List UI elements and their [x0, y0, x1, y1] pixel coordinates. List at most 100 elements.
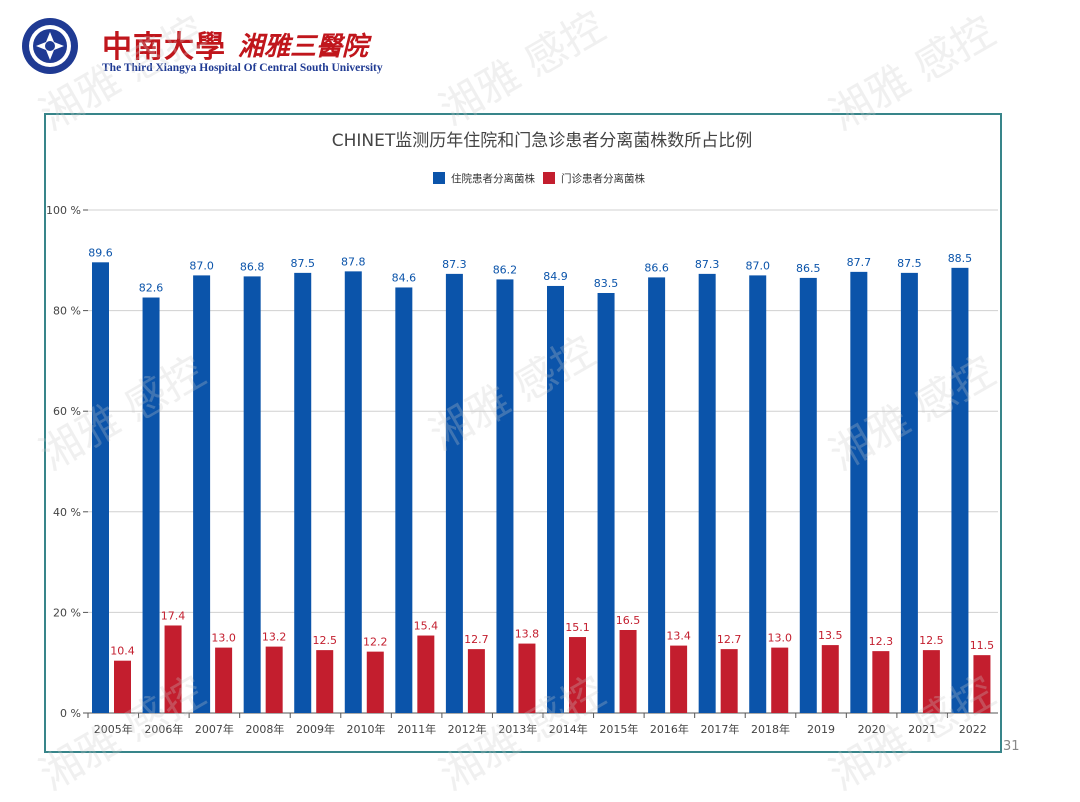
- data-label: 10.4: [110, 645, 135, 658]
- x-tick-label: 2011年: [397, 722, 436, 736]
- legend-label: 门诊患者分离菌株: [561, 172, 645, 185]
- bar: [597, 292, 615, 713]
- x-tick-label: 2008年: [245, 722, 284, 736]
- x-tick-label: 2019: [807, 723, 835, 736]
- y-tick-label: 100 %: [46, 204, 81, 217]
- brand-name-cn: 中南大學: [102, 30, 226, 65]
- bar: [799, 277, 817, 713]
- bar: [720, 649, 738, 713]
- bar: [164, 625, 182, 713]
- data-label: 12.7: [464, 633, 489, 646]
- x-tick-label: 2014年: [549, 722, 588, 736]
- hospital-header: 中南大學 湘雅三醫院 The Third Xiangya Hospital Of…: [20, 10, 540, 80]
- x-tick-label: 2006年: [144, 722, 183, 736]
- bar: [951, 267, 969, 713]
- bar: [92, 262, 109, 713]
- data-label: 13.8: [515, 628, 540, 641]
- bar: [193, 275, 211, 713]
- data-label: 12.7: [717, 633, 742, 646]
- data-label: 13.4: [666, 630, 691, 643]
- bar: [900, 272, 918, 713]
- x-tick-label: 2009年: [296, 722, 335, 736]
- data-label: 11.5: [970, 639, 995, 652]
- data-label: 12.2: [363, 636, 388, 649]
- chart-title: CHINET监测历年住院和门急诊患者分离菌株数所占比例: [332, 131, 753, 151]
- bar: [698, 273, 716, 713]
- bar: [114, 660, 131, 713]
- x-tick-label: 2012年: [448, 722, 487, 736]
- data-label: 87.3: [695, 258, 720, 271]
- x-tick-label: 2013年: [498, 722, 537, 736]
- y-tick-label: 80 %: [53, 305, 81, 318]
- data-label: 84.6: [392, 271, 417, 284]
- data-label: 82.6: [139, 282, 164, 295]
- data-label: 13.0: [767, 632, 792, 645]
- bar: [569, 637, 586, 713]
- legend-swatch: [543, 172, 555, 184]
- y-tick-label: 60 %: [53, 405, 81, 418]
- bar: [142, 297, 160, 713]
- x-tick-label: 2021: [908, 723, 936, 736]
- bar: [467, 649, 485, 713]
- bar: [265, 646, 283, 713]
- bar: [344, 271, 362, 713]
- hospital-logo-icon: [22, 18, 78, 74]
- bar: [749, 275, 767, 713]
- data-label: 12.5: [919, 634, 944, 647]
- bar: [850, 271, 868, 713]
- data-label: 86.8: [240, 260, 265, 273]
- bar: [648, 277, 666, 713]
- data-label: 88.5: [948, 252, 973, 265]
- brand-subname-cn: 湘雅三醫院: [238, 32, 369, 62]
- x-tick-label: 2010年: [347, 722, 386, 736]
- bar: [619, 630, 637, 713]
- data-label: 87.8: [341, 255, 366, 268]
- bar: [243, 276, 261, 713]
- data-label: 84.9: [543, 270, 568, 283]
- y-tick-label: 20 %: [53, 606, 81, 619]
- data-label: 86.6: [644, 261, 669, 274]
- bar: [821, 645, 839, 713]
- bar: [922, 650, 940, 713]
- data-label: 89.6: [88, 246, 113, 259]
- bar: [670, 645, 688, 713]
- y-tick-label: 0 %: [60, 707, 81, 720]
- data-label: 13.5: [818, 629, 843, 642]
- data-label: 12.3: [869, 635, 894, 648]
- bar: [417, 635, 435, 713]
- data-label: 87.0: [189, 259, 214, 272]
- data-label: 87.7: [847, 256, 872, 269]
- chart-frame: [44, 113, 1002, 753]
- data-label: 12.5: [312, 634, 337, 647]
- data-label: 13.2: [262, 631, 287, 644]
- bar: [395, 287, 413, 713]
- y-tick-label: 40 %: [53, 506, 81, 519]
- bar: [366, 651, 384, 713]
- data-label: 86.5: [796, 262, 821, 275]
- page-number: 31: [1003, 739, 1020, 754]
- x-tick-label: 2007年: [195, 722, 234, 736]
- x-tick-label: 2015年: [599, 722, 638, 736]
- bar: [316, 650, 334, 713]
- data-label: 83.5: [594, 277, 619, 290]
- bar: [973, 655, 991, 713]
- bar: [872, 651, 890, 713]
- bar: [496, 279, 514, 713]
- x-tick-label: 2022: [959, 723, 987, 736]
- data-label: 17.4: [161, 609, 186, 622]
- data-label: 87.0: [745, 259, 770, 272]
- bar: [215, 647, 233, 713]
- data-label: 87.3: [442, 258, 467, 271]
- brand-name-en: The Third Xiangya Hospital Of Central So…: [102, 62, 383, 74]
- data-label: 13.0: [211, 632, 236, 645]
- data-label: 15.4: [414, 620, 439, 633]
- x-tick-label: 2018年: [751, 722, 790, 736]
- data-label: 86.2: [493, 263, 518, 276]
- data-label: 15.1: [565, 621, 590, 634]
- bar: [445, 273, 463, 713]
- data-label: 87.5: [290, 257, 315, 270]
- data-label: 16.5: [616, 614, 641, 627]
- data-label: 87.5: [897, 257, 922, 270]
- legend-label: 住院患者分离菌株: [451, 172, 535, 185]
